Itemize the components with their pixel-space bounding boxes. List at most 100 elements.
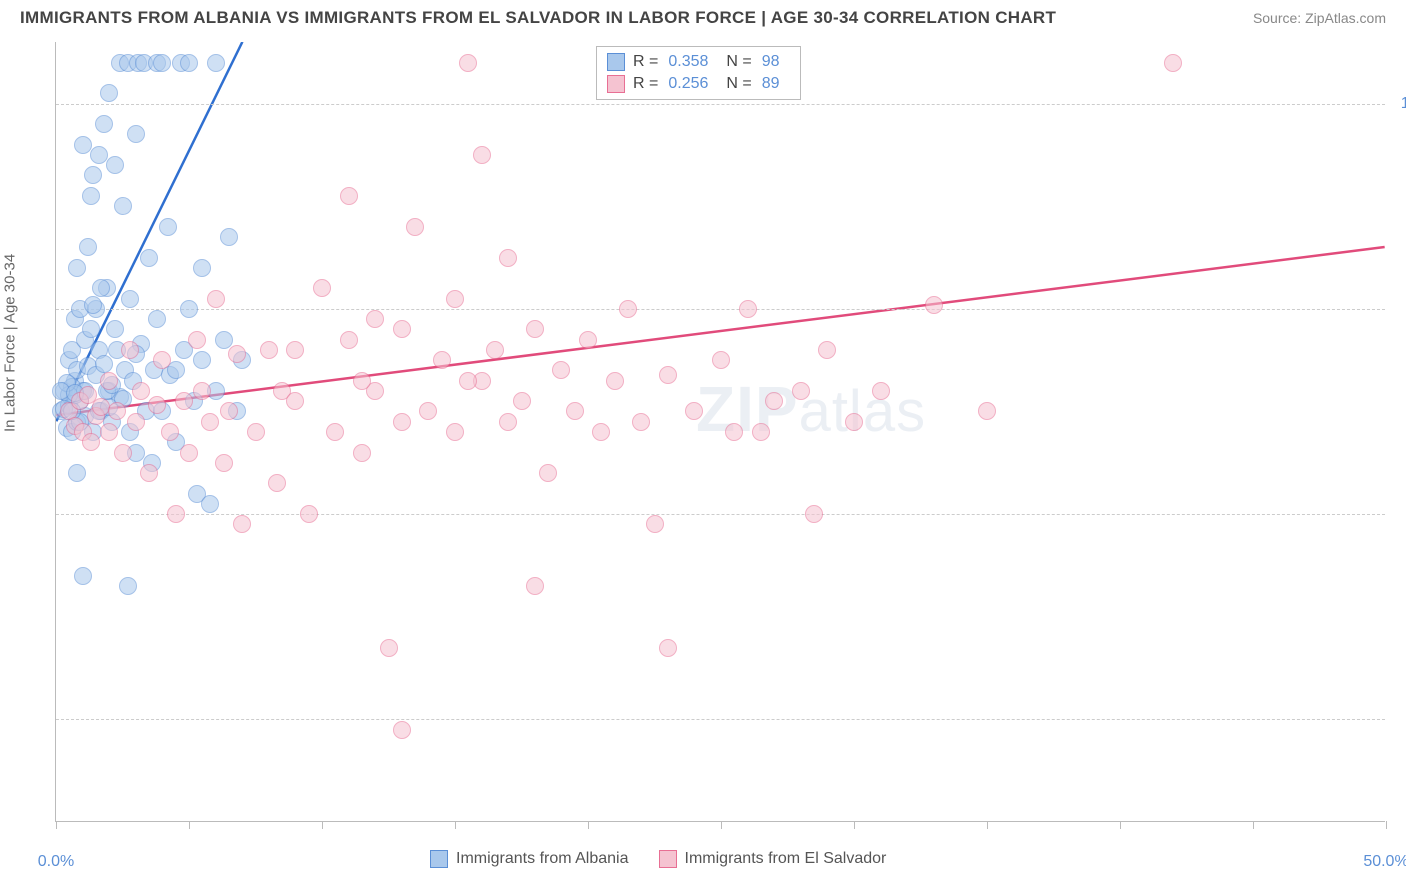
data-point	[153, 351, 171, 369]
data-point	[300, 505, 318, 523]
data-point	[473, 146, 491, 164]
gridline-h	[56, 514, 1385, 515]
r-value: 0.358	[668, 53, 708, 71]
n-value: 89	[762, 75, 780, 93]
data-point	[106, 320, 124, 338]
data-point	[84, 166, 102, 184]
x-tick	[322, 821, 323, 829]
data-point	[140, 249, 158, 267]
chart-title: IMMIGRANTS FROM ALBANIA VS IMMIGRANTS FR…	[20, 8, 1056, 28]
data-point	[127, 413, 145, 431]
data-point	[646, 515, 664, 533]
data-point	[220, 402, 238, 420]
data-point	[100, 84, 118, 102]
data-point	[393, 413, 411, 431]
data-point	[193, 382, 211, 400]
data-point	[326, 423, 344, 441]
data-point	[459, 54, 477, 72]
n-label: N =	[726, 53, 751, 71]
data-point	[526, 320, 544, 338]
data-point	[140, 464, 158, 482]
data-point	[82, 187, 100, 205]
data-point	[566, 402, 584, 420]
data-point	[340, 331, 358, 349]
data-point	[180, 54, 198, 72]
x-tick	[1120, 821, 1121, 829]
data-point	[82, 320, 100, 338]
data-point	[207, 290, 225, 308]
data-point	[167, 505, 185, 523]
data-point	[68, 259, 86, 277]
data-point	[84, 296, 102, 314]
legend-item: Immigrants from El Salvador	[659, 850, 887, 868]
data-point	[180, 300, 198, 318]
data-point	[68, 464, 86, 482]
data-point	[74, 136, 92, 154]
data-point	[366, 310, 384, 328]
data-point	[233, 515, 251, 533]
legend-row: R =0.358N =98	[607, 51, 790, 73]
x-tick	[56, 821, 57, 829]
data-point	[845, 413, 863, 431]
data-point	[539, 464, 557, 482]
data-point	[446, 423, 464, 441]
data-point	[526, 577, 544, 595]
data-point	[499, 249, 517, 267]
y-tick-label: 70.0%	[1395, 710, 1406, 728]
data-point	[79, 238, 97, 256]
x-tick	[721, 821, 722, 829]
y-tick-label: 90.0%	[1395, 300, 1406, 318]
x-tick	[455, 821, 456, 829]
data-point	[90, 146, 108, 164]
x-tick-label: 50.0%	[1363, 853, 1406, 871]
x-tick	[189, 821, 190, 829]
data-point	[685, 402, 703, 420]
legend-swatch	[607, 53, 625, 71]
data-point	[632, 413, 650, 431]
data-point	[148, 396, 166, 414]
data-point	[606, 372, 624, 390]
data-point	[579, 331, 597, 349]
data-point	[659, 639, 677, 657]
data-point	[978, 402, 996, 420]
r-label: R =	[633, 53, 658, 71]
data-point	[712, 351, 730, 369]
data-point	[153, 54, 171, 72]
data-point	[132, 382, 150, 400]
data-point	[247, 423, 265, 441]
x-tick	[1253, 821, 1254, 829]
y-axis-title: In Labor Force | Age 30-34	[2, 254, 19, 432]
data-point	[925, 296, 943, 314]
data-point	[393, 320, 411, 338]
data-point	[92, 279, 110, 297]
data-point	[180, 444, 198, 462]
chart-header: IMMIGRANTS FROM ALBANIA VS IMMIGRANTS FR…	[0, 0, 1406, 32]
legend-swatch	[659, 850, 677, 868]
data-point	[592, 423, 610, 441]
data-point	[459, 372, 477, 390]
data-point	[380, 639, 398, 657]
gridline-h	[56, 719, 1385, 720]
plot-area: R =0.358N =98R =0.256N =89 ZIPatlas 70.0…	[55, 42, 1385, 822]
data-point	[193, 351, 211, 369]
data-point	[286, 341, 304, 359]
data-point	[406, 218, 424, 236]
data-point	[353, 444, 371, 462]
gridline-h	[56, 104, 1385, 105]
data-point	[121, 341, 139, 359]
data-point	[805, 505, 823, 523]
legend-row: R =0.256N =89	[607, 73, 790, 95]
data-point	[313, 279, 331, 297]
data-point	[74, 567, 92, 585]
data-point	[393, 721, 411, 739]
data-point	[1164, 54, 1182, 72]
data-point	[215, 454, 233, 472]
data-point	[433, 351, 451, 369]
legend-item: Immigrants from Albania	[430, 850, 629, 868]
data-point	[95, 115, 113, 133]
data-point	[220, 228, 238, 246]
data-point	[119, 577, 137, 595]
data-point	[446, 290, 464, 308]
data-point	[188, 331, 206, 349]
data-point	[201, 495, 219, 513]
